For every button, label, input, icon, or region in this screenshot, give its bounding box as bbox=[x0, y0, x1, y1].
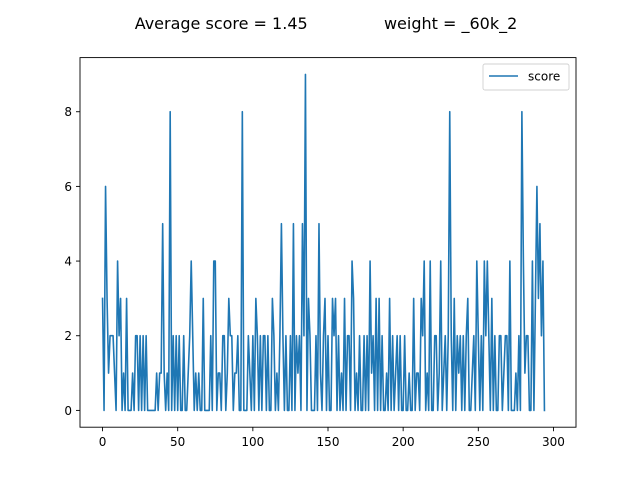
y-tick-label: 4 bbox=[64, 255, 72, 269]
legend: score bbox=[482, 63, 570, 91]
x-tick-label: 300 bbox=[542, 435, 565, 449]
y-tick-label: 8 bbox=[64, 105, 72, 119]
y-tick-label: 6 bbox=[64, 180, 72, 194]
y-axis: 0 2 4 6 8 bbox=[64, 105, 80, 418]
y-tick-label: 2 bbox=[64, 329, 72, 343]
x-tick-label: 0 bbox=[99, 435, 107, 449]
chart-title: Average score = 1.45 weight = _60k_2 bbox=[135, 14, 518, 34]
y-tick-label: 0 bbox=[64, 404, 72, 418]
x-tick-label: 150 bbox=[317, 435, 340, 449]
plot-area-frame bbox=[79, 57, 577, 428]
series-line-score bbox=[101, 73, 546, 412]
x-tick-label: 100 bbox=[241, 435, 264, 449]
legend-label-score: score bbox=[528, 70, 560, 84]
x-tick-label: 50 bbox=[170, 435, 185, 449]
x-tick-label: 250 bbox=[467, 435, 490, 449]
x-axis: 0 50 100 150 200 250 300 bbox=[99, 427, 565, 449]
legend-box bbox=[482, 63, 570, 91]
x-tick-label: 200 bbox=[392, 435, 415, 449]
